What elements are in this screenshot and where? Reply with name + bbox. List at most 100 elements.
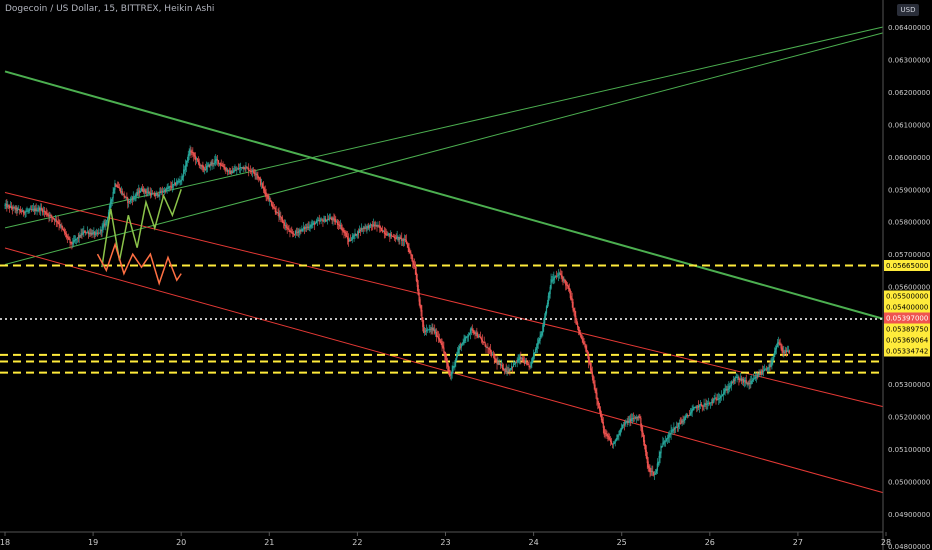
candle-body	[511, 366, 514, 368]
candle-body	[129, 199, 132, 202]
candle-body	[425, 329, 428, 332]
candle-body	[433, 329, 435, 331]
candle-body	[249, 170, 251, 171]
candle-body	[616, 434, 618, 440]
x-tick-label: 21	[264, 538, 274, 547]
candle-body	[709, 402, 712, 404]
candle-body	[350, 240, 352, 241]
candle-body	[495, 358, 497, 361]
trend-line-red[interactable]	[4, 192, 884, 408]
candle-body	[493, 354, 495, 360]
candle-body	[100, 230, 102, 232]
candle-body	[133, 196, 135, 198]
candle-body	[65, 233, 67, 237]
candle-body	[703, 403, 705, 407]
candle-body	[162, 191, 165, 193]
candle-body	[506, 371, 508, 372]
candle-body	[355, 233, 357, 236]
candle-body	[139, 191, 141, 193]
trend-line-green[interactable]	[4, 32, 884, 266]
price-label-text: 0.05389750	[886, 326, 928, 334]
candle-body	[260, 183, 263, 185]
time-axis[interactable]: 18 19 20 21 22 23 24 25 26 27 28	[0, 532, 891, 547]
candle-body	[557, 274, 560, 276]
candle-body	[238, 167, 241, 170]
candle-body	[575, 315, 577, 320]
candle-body	[480, 338, 483, 341]
x-tick-label: 26	[705, 538, 715, 547]
candle-body	[240, 167, 242, 168]
candle-body	[136, 191, 138, 196]
overlay-zigzags	[96, 189, 182, 286]
candle-body	[21, 210, 24, 212]
candle-body	[730, 385, 732, 387]
candle-body	[160, 192, 162, 193]
candle-body	[52, 218, 55, 219]
candle-body	[681, 420, 683, 423]
candle-body	[409, 250, 411, 253]
x-tick-label: 22	[352, 538, 362, 547]
candle-body	[604, 432, 606, 434]
candle-body	[454, 361, 456, 367]
candle-body	[550, 279, 552, 289]
candle-body	[376, 224, 378, 227]
candle-body	[607, 435, 609, 438]
candle-body	[175, 183, 177, 185]
candle-body	[9, 206, 12, 208]
candle-body	[244, 168, 246, 170]
candle-body	[521, 357, 523, 359]
candle-body	[183, 169, 185, 177]
candle-body	[126, 197, 128, 199]
candle-body	[488, 347, 490, 350]
candle-body	[706, 403, 708, 405]
currency-badge[interactable]: USD	[897, 4, 919, 16]
candle-body	[741, 378, 743, 382]
candle-body	[336, 221, 338, 223]
candle-body	[70, 242, 72, 243]
candle-body	[91, 232, 93, 235]
candle-body	[51, 215, 53, 218]
candle-body	[747, 382, 749, 385]
candle-body	[140, 190, 142, 193]
candle-body	[617, 435, 619, 437]
candle-body	[782, 350, 784, 353]
trend-line-green[interactable]	[4, 70, 884, 320]
candle-body	[394, 237, 396, 239]
orange-zigzag-overlay[interactable]	[96, 241, 182, 286]
candle-body	[57, 221, 59, 223]
green-zigzag-overlay[interactable]	[101, 189, 182, 268]
candle-body	[293, 233, 295, 235]
candle-body	[201, 165, 203, 167]
candle-body	[194, 156, 197, 160]
candle-body	[540, 334, 542, 338]
candle-body	[494, 358, 496, 360]
candle-body	[43, 210, 45, 212]
candle-body	[384, 232, 386, 234]
candle-body	[720, 395, 723, 397]
candle-body	[318, 220, 320, 222]
candle-body	[505, 368, 507, 373]
candle-body	[11, 207, 13, 210]
candle-body	[655, 469, 658, 474]
candle-body	[757, 374, 759, 378]
candle-body	[549, 286, 551, 295]
candle-body	[173, 182, 176, 185]
x-tick-label: 24	[529, 538, 539, 547]
candle-body	[403, 238, 406, 241]
candle-body	[724, 389, 726, 393]
candle-body	[722, 393, 724, 396]
price-labels: 0.05665000 0.05500000 0.05400000 0.05397000…	[884, 260, 930, 357]
candle-body	[518, 358, 520, 361]
candle-body	[648, 465, 650, 469]
candle-body	[177, 181, 179, 183]
candle-body	[584, 343, 586, 348]
candle-body	[693, 407, 695, 410]
candle-body	[566, 284, 568, 286]
candle-body	[733, 379, 735, 382]
trend-line-red[interactable]	[4, 247, 884, 494]
candle-body	[167, 187, 169, 189]
candle-body	[282, 218, 284, 223]
candle-body	[777, 341, 779, 344]
